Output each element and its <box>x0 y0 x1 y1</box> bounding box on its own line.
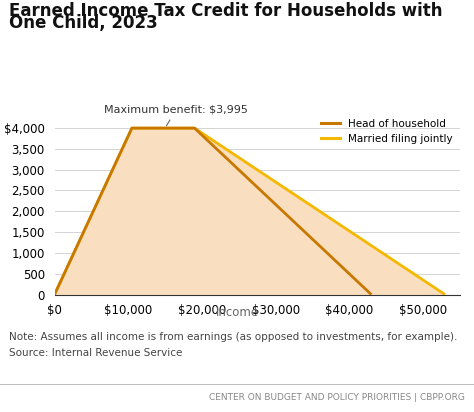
Text: Earned Income Tax Credit for Households with: Earned Income Tax Credit for Households … <box>9 2 443 20</box>
Text: CENTER ON BUDGET AND POLICY PRIORITIES | CBPP.ORG: CENTER ON BUDGET AND POLICY PRIORITIES |… <box>209 393 465 402</box>
Text: Source: Internal Revenue Service: Source: Internal Revenue Service <box>9 348 183 358</box>
Text: One Child, 2023: One Child, 2023 <box>9 14 158 33</box>
Text: Maximum benefit: $3,995: Maximum benefit: $3,995 <box>104 105 248 126</box>
Legend: Head of household, Married filing jointly: Head of household, Married filing jointl… <box>317 115 456 148</box>
Text: Income: Income <box>216 306 258 318</box>
Polygon shape <box>55 128 445 295</box>
Text: Note: Assumes all income is from earnings (as opposed to investments, for exampl: Note: Assumes all income is from earning… <box>9 332 458 342</box>
